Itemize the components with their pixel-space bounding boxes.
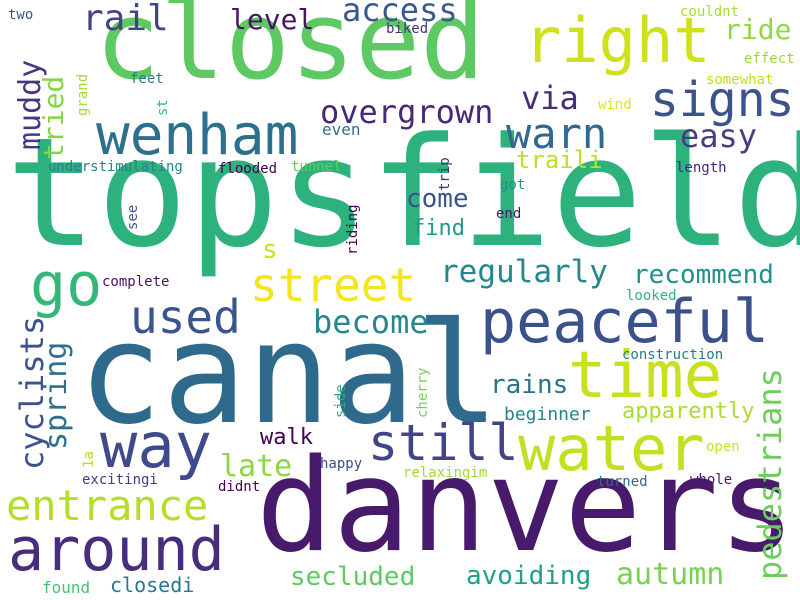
word-turned: turned: [597, 474, 648, 490]
word-found: found: [42, 578, 91, 597]
word-wenham: wenham: [96, 103, 299, 168]
word-apparently: apparently: [622, 399, 755, 424]
word-access: access: [342, 0, 458, 29]
word-used: used: [130, 290, 241, 344]
word-end: end: [496, 206, 522, 222]
word-closedi: closedi: [110, 573, 195, 597]
word-side: side: [333, 384, 349, 418]
word-understimulating: understimulating: [48, 159, 183, 175]
word-didnt: didnt: [218, 479, 261, 495]
word-find: find: [412, 216, 465, 241]
word-closed: closed: [95, 0, 486, 104]
word-cherry: cherry: [415, 367, 431, 418]
word-canal: canal: [78, 293, 500, 456]
word-topsfield: topsfield: [6, 105, 800, 281]
word-length: length: [676, 160, 727, 176]
word-still: still: [368, 414, 519, 472]
word-avoiding: avoiding: [466, 561, 592, 591]
word-got: got: [500, 177, 526, 193]
word-street: street: [250, 258, 417, 312]
word-peaceful: peaceful: [480, 287, 769, 357]
word-time: time: [568, 339, 723, 413]
word-become: become: [313, 303, 429, 341]
word-way: way: [100, 409, 212, 482]
word-around: around: [8, 515, 225, 585]
word-whole: whole: [690, 472, 733, 488]
word-flooded: flooded: [218, 161, 278, 177]
word-somewhat: somewhat: [706, 72, 774, 88]
word-walk: walk: [260, 425, 313, 450]
word-beginner: beginner: [504, 404, 591, 425]
word-happy: happy: [320, 456, 363, 472]
word-construction: construction: [622, 347, 724, 363]
word-1a: 1a: [81, 451, 97, 468]
word-entrance: entrance: [6, 481, 209, 530]
word-tried: tried: [37, 75, 70, 160]
word-tunnel: tunnel: [291, 159, 342, 175]
word-recommend: recommend: [633, 260, 774, 290]
word-s: s: [262, 235, 278, 265]
word-warn: warn: [506, 109, 608, 158]
word-traili: traili: [516, 146, 603, 174]
word-regularly: regularly: [440, 254, 608, 290]
word-spring: spring: [39, 341, 74, 450]
word-feet: feet: [130, 71, 164, 87]
word-late: late: [220, 449, 293, 484]
word-looked: looked: [626, 288, 677, 304]
word-water: water: [518, 412, 705, 485]
word-wind: wind: [598, 97, 632, 113]
word-grand: grand: [75, 73, 91, 116]
word-see: see: [125, 204, 141, 230]
word-biked: biked: [386, 21, 429, 37]
word-right: right: [524, 4, 711, 77]
word-pedestrians: pedestrians: [751, 368, 789, 580]
word-danvers: danvers: [256, 432, 796, 581]
word-go: go: [30, 250, 103, 320]
word-riding: riding: [345, 204, 361, 255]
word-excitingi: excitingi: [82, 472, 158, 488]
word-two: two: [8, 7, 34, 23]
word-relaxingim: relaxingim: [403, 465, 488, 481]
word-even: even: [322, 120, 361, 139]
word-secluded: secluded: [290, 562, 416, 592]
word-rains: rains: [490, 370, 569, 400]
word-easy: easy: [680, 117, 758, 155]
word-st: st: [155, 99, 171, 116]
word-trip: trip: [437, 157, 453, 191]
word-level: level: [230, 3, 315, 36]
word-couldnt: couldnt: [680, 4, 740, 20]
word-complete: complete: [102, 274, 170, 290]
word-autumn: autumn: [616, 557, 725, 592]
word-rail: rail: [82, 0, 169, 39]
word-ride: ride: [724, 13, 792, 46]
word-signs: signs: [650, 72, 795, 128]
word-via: via: [521, 79, 579, 117]
word-overgrown: overgrown: [320, 93, 494, 131]
word-come: come: [406, 184, 469, 214]
word-effect: effect: [744, 51, 795, 67]
word-open: open: [706, 439, 740, 455]
